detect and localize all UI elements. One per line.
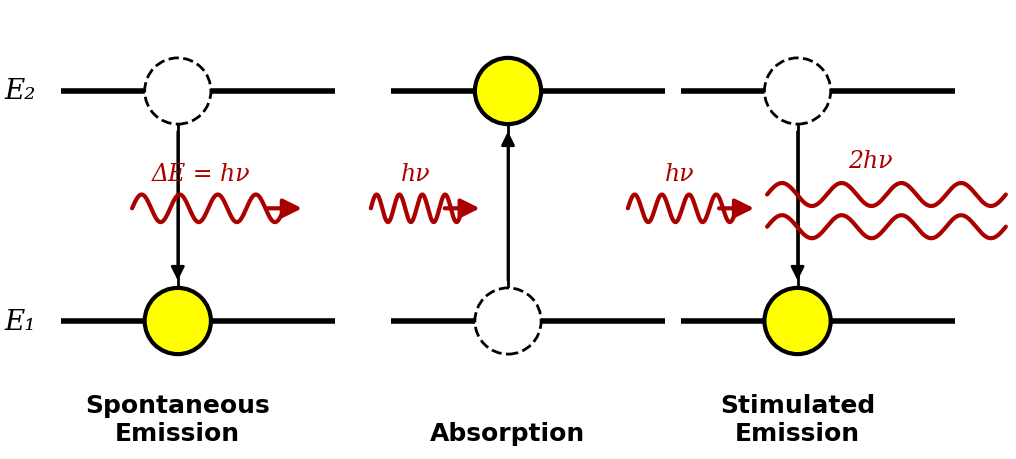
Text: E₁: E₁ [4, 308, 36, 335]
Text: Stimulated
Emission: Stimulated Emission [720, 393, 875, 445]
Text: 2hν: 2hν [848, 149, 893, 172]
Text: hν: hν [400, 163, 431, 186]
Text: hν: hν [664, 163, 694, 186]
Text: E₂: E₂ [4, 78, 36, 105]
Ellipse shape [474, 288, 542, 354]
Ellipse shape [764, 59, 831, 125]
Ellipse shape [474, 59, 542, 125]
Text: ΔE = hν: ΔE = hν [151, 163, 251, 186]
Text: Absorption: Absorption [431, 421, 585, 445]
Ellipse shape [764, 288, 831, 354]
Ellipse shape [144, 288, 211, 354]
Text: Spontaneous
Emission: Spontaneous Emission [85, 393, 270, 445]
Ellipse shape [144, 59, 211, 125]
